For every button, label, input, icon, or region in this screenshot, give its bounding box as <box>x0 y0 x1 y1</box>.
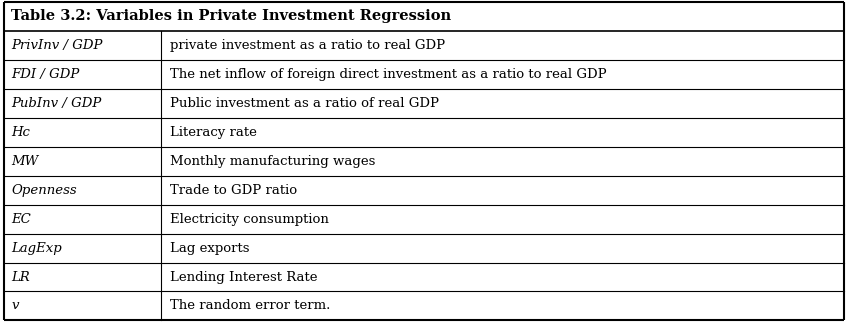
Text: The random error term.: The random error term. <box>170 299 330 312</box>
Text: The net inflow of foreign direct investment as a ratio to real GDP: The net inflow of foreign direct investm… <box>170 68 606 81</box>
Text: EC: EC <box>11 213 31 226</box>
Text: Literacy rate: Literacy rate <box>170 126 256 139</box>
Text: LagExp: LagExp <box>11 242 62 255</box>
Text: Trade to GDP ratio: Trade to GDP ratio <box>170 184 297 197</box>
Text: PubInv / GDP: PubInv / GDP <box>11 97 101 110</box>
Text: PrivInv / GDP: PrivInv / GDP <box>11 39 103 52</box>
Text: Public investment as a ratio of real GDP: Public investment as a ratio of real GDP <box>170 97 438 110</box>
Text: Lag exports: Lag exports <box>170 242 249 255</box>
Text: private investment as a ratio to real GDP: private investment as a ratio to real GD… <box>170 39 444 52</box>
Text: Electricity consumption: Electricity consumption <box>170 213 328 226</box>
Text: LR: LR <box>11 270 30 283</box>
Text: MW: MW <box>11 155 38 168</box>
Text: Hc: Hc <box>11 126 30 139</box>
Text: Lending Interest Rate: Lending Interest Rate <box>170 270 317 283</box>
Text: Monthly manufacturing wages: Monthly manufacturing wages <box>170 155 375 168</box>
Text: v: v <box>11 299 19 312</box>
Text: Openness: Openness <box>11 184 76 197</box>
Text: FDI / GDP: FDI / GDP <box>11 68 79 81</box>
Text: Table 3.2: Variables in Private Investment Regression: Table 3.2: Variables in Private Investme… <box>11 9 451 24</box>
